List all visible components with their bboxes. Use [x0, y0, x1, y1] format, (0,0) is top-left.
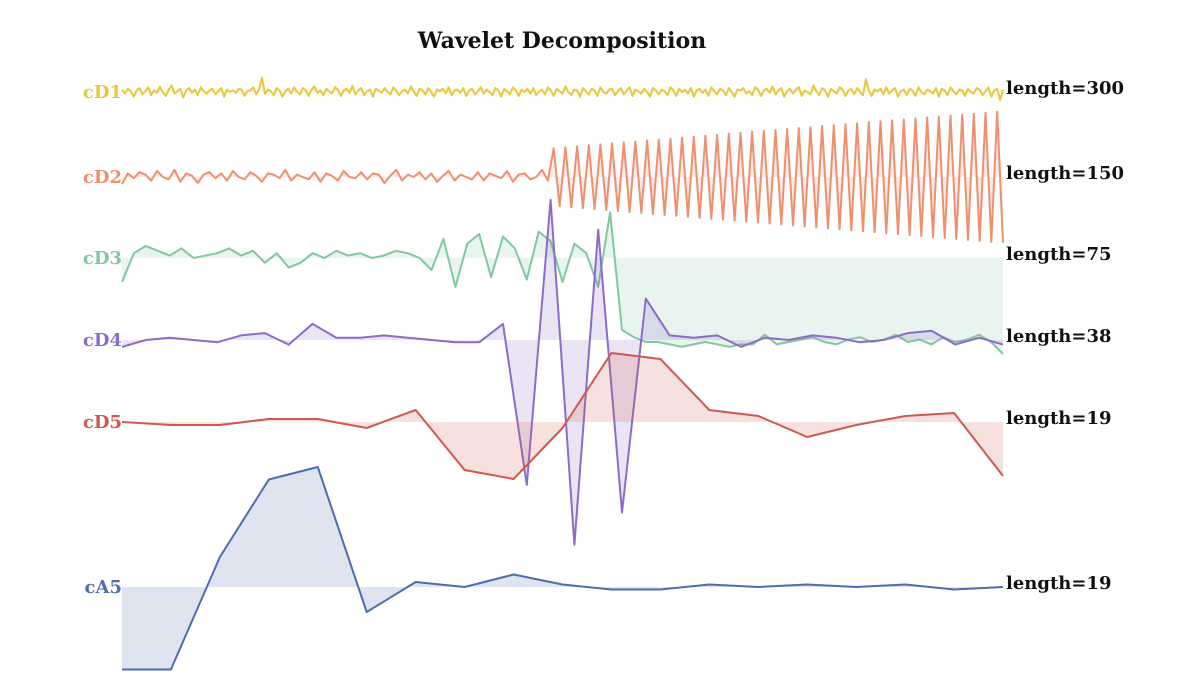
- row-label-cd3: cD3: [83, 248, 122, 269]
- length-label-cd2: length=150: [1006, 163, 1124, 184]
- series-cd3: cD3 length=75: [83, 211, 1112, 355]
- row-label-cd2: cD2: [83, 167, 122, 188]
- length-label-cd5: length=19: [1006, 408, 1112, 429]
- length-label-cd4: length=38: [1006, 326, 1112, 347]
- length-label-cd3: length=75: [1006, 244, 1112, 265]
- line-cd4: [121, 198, 1004, 546]
- length-label-cd1: length=300: [1006, 78, 1124, 99]
- series-ca5: cA5 length=19: [85, 466, 1112, 671]
- area-cd2: [122, 111, 1003, 243]
- line-ca5: [122, 466, 1004, 671]
- chart-title: Wavelet Decomposition: [417, 28, 706, 54]
- line-cd5: [121, 352, 1004, 480]
- series-cd4: cD4 length=38: [83, 198, 1112, 546]
- line-cd3: [121, 211, 1004, 355]
- line-cd1: [121, 76, 1004, 101]
- length-label-ca5: length=19: [1006, 573, 1112, 594]
- row-label-ca5: cA5: [85, 577, 122, 598]
- row-label-cd1: cD1: [83, 82, 122, 103]
- row-label-cd5: cD5: [83, 412, 122, 433]
- row-label-cd4: cD4: [83, 330, 122, 351]
- line-cd2: [121, 110, 1004, 243]
- series-cd1: cD1 length=300: [83, 76, 1124, 103]
- series-cd2: cD2 length=150: [83, 110, 1124, 243]
- area-cd3: [122, 212, 1003, 354]
- series-cd5: cD5 length=19: [83, 352, 1112, 480]
- area-ca5: [122, 467, 1003, 670]
